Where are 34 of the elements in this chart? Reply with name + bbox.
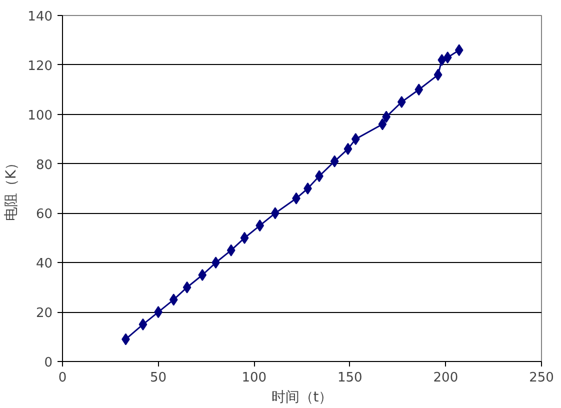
point xyxy=(378,118,387,130)
point xyxy=(138,318,148,330)
x-tick-label: 50 xyxy=(150,370,167,386)
point xyxy=(256,220,264,232)
x-tick-label: 150 xyxy=(337,370,362,386)
point xyxy=(182,281,192,294)
point xyxy=(330,155,339,168)
y-tick-label: 120 xyxy=(28,58,53,74)
y-tick-label: 140 xyxy=(28,10,53,24)
x-tick-label: 250 xyxy=(529,370,554,386)
x-tick-label: 200 xyxy=(433,370,458,386)
x-axis-title: 时间（t） xyxy=(271,390,333,406)
point xyxy=(344,142,352,155)
x-tick-label: 100 xyxy=(242,370,267,386)
y-tick-label: 80 xyxy=(36,158,53,173)
point xyxy=(443,52,452,64)
y-tick-label: 20 xyxy=(36,306,53,322)
point xyxy=(226,244,236,256)
point xyxy=(169,294,178,306)
point xyxy=(304,182,312,194)
x-tick-label: 0 xyxy=(58,370,67,386)
y-tick-label: 40 xyxy=(36,256,53,272)
point xyxy=(240,232,249,244)
y-axis-title: 电阻（K） xyxy=(4,156,20,222)
point xyxy=(414,84,424,96)
y-tick-label: 60 xyxy=(36,207,53,222)
point xyxy=(351,133,360,146)
point xyxy=(434,68,442,81)
point xyxy=(397,96,406,108)
point xyxy=(198,269,207,281)
y-tick-label: 100 xyxy=(28,108,53,124)
point xyxy=(438,54,446,66)
y-tick-label: 0 xyxy=(44,356,53,370)
point xyxy=(454,44,464,56)
